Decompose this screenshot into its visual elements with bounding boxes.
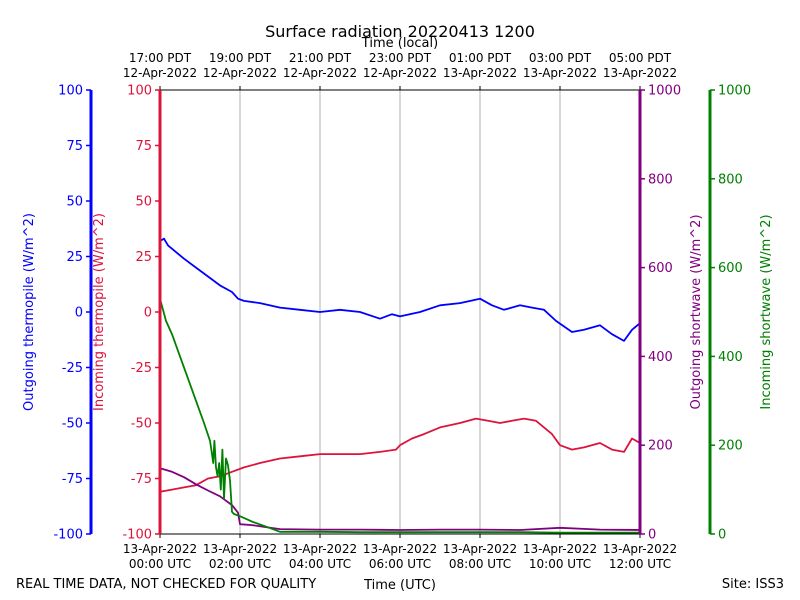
series-line-outgoing-thermopile (159, 237, 641, 342)
y-tick-label-out-sw: 0 (648, 528, 656, 543)
top-tick-label-time: 03:00 PDT (529, 51, 592, 65)
bottom-tick-label-time: 04:00 UTC (289, 557, 351, 571)
top-axis-label: Time (local) (361, 36, 438, 51)
y-tick-label-out-thermo: -75 (62, 472, 83, 487)
y-tick-label-in-sw: 0 (718, 528, 726, 543)
top-tick-label-date: 12-Apr-2022 (203, 66, 277, 80)
grid-lines (239, 90, 561, 534)
y-tick-label-out-sw: 1000 (648, 84, 681, 99)
top-tick-label-date: 13-Apr-2022 (443, 66, 517, 80)
y-tick-label-in-sw: 200 (718, 439, 743, 454)
chart-title: Surface radiation 20220413 1200 (265, 22, 535, 41)
y-tick-label-in-sw: 1000 (718, 84, 751, 99)
series-line-outgoing-shortwave (159, 467, 641, 531)
y-tick-label-in-thermo: 25 (135, 250, 152, 265)
bottom-tick-label-time: 06:00 UTC (369, 557, 431, 571)
top-tick-label-date: 13-Apr-2022 (603, 66, 677, 80)
series-line-incoming-shortwave (159, 298, 640, 534)
top-tick-label-time: 21:00 PDT (289, 51, 352, 65)
y-tick-label-in-thermo: -50 (131, 417, 152, 432)
bottom-tick-label-time: 00:00 UTC (129, 557, 191, 571)
top-tick-label-time: 19:00 PDT (209, 51, 272, 65)
y-tick-label-out-sw: 200 (648, 439, 673, 454)
bottom-tick-label-date: 13-Apr-2022 (123, 542, 197, 556)
series-layer (159, 237, 641, 534)
y-axis-label-in-sw: Incoming shortwave (W/m^2) (759, 214, 774, 409)
y-tick-label-in-thermo: -75 (131, 472, 152, 487)
y-axis-label-in-thermo: Incoming thermopile (W/m^2) (92, 213, 107, 411)
y-tick-label-out-sw: 400 (648, 350, 673, 365)
bottom-axis-label: Time (UTC) (363, 578, 436, 593)
y-tick-label-out-thermo: -100 (53, 528, 83, 543)
site-label: Site: ISS3 (722, 577, 784, 592)
y-tick-label-in-thermo: -100 (122, 528, 152, 543)
y-tick-label-in-thermo: -25 (131, 361, 152, 376)
y-tick-label-out-thermo: 75 (66, 139, 83, 154)
y-tick-label-out-thermo: 50 (66, 195, 83, 210)
y-tick-label-out-thermo: 0 (75, 306, 83, 321)
y-tick-label-out-thermo: 100 (58, 84, 83, 99)
y-tick-label-out-thermo: 25 (66, 250, 83, 265)
y-tick-label-in-sw: 600 (718, 261, 743, 276)
series-line-incoming-thermopile (159, 417, 641, 493)
bottom-tick-label-time: 02:00 UTC (209, 557, 271, 571)
bottom-tick-label-date: 13-Apr-2022 (603, 542, 677, 556)
y-tick-label-in-thermo: 50 (135, 195, 152, 210)
top-tick-label-date: 13-Apr-2022 (523, 66, 597, 80)
bottom-tick-label-time: 08:00 UTC (449, 557, 511, 571)
top-tick-label-time: 01:00 PDT (449, 51, 512, 65)
y-tick-label-in-sw: 800 (718, 172, 743, 187)
bottom-tick-label-date: 13-Apr-2022 (203, 542, 277, 556)
bottom-tick-label-date: 13-Apr-2022 (523, 542, 597, 556)
bottom-tick-label-date: 13-Apr-2022 (283, 542, 357, 556)
top-tick-label-date: 12-Apr-2022 (363, 66, 437, 80)
bottom-tick-label-date: 13-Apr-2022 (363, 542, 437, 556)
y-tick-label-in-thermo: 0 (144, 306, 152, 321)
bottom-tick-label-time: 10:00 UTC (529, 557, 591, 571)
quality-disclaimer: REAL TIME DATA, NOT CHECKED FOR QUALITY (16, 577, 316, 592)
y-tick-label-out-sw: 800 (648, 172, 673, 187)
top-tick-label-time: 05:00 PDT (609, 51, 672, 65)
bottom-tick-label-date: 13-Apr-2022 (443, 542, 517, 556)
bottom-tick-label-time: 12:00 UTC (609, 557, 671, 571)
y-tick-label-out-sw: 600 (648, 261, 673, 276)
top-tick-label-time: 17:00 PDT (129, 51, 192, 65)
top-tick-label-date: 12-Apr-2022 (283, 66, 357, 80)
y-tick-label-in-sw: 400 (718, 350, 743, 365)
y-tick-label-in-thermo: 75 (135, 139, 152, 154)
y-axis-label-out-sw: Outgoing shortwave (W/m^2) (689, 214, 704, 409)
y-tick-label-in-thermo: 100 (127, 84, 152, 99)
y-axis-label-out-thermo: Outgoing thermopile (W/m^2) (22, 213, 37, 411)
y-tick-label-out-thermo: -25 (62, 361, 83, 376)
top-tick-label-time: 23:00 PDT (369, 51, 432, 65)
top-tick-label-date: 12-Apr-2022 (123, 66, 197, 80)
y-tick-label-out-thermo: -50 (62, 417, 83, 432)
